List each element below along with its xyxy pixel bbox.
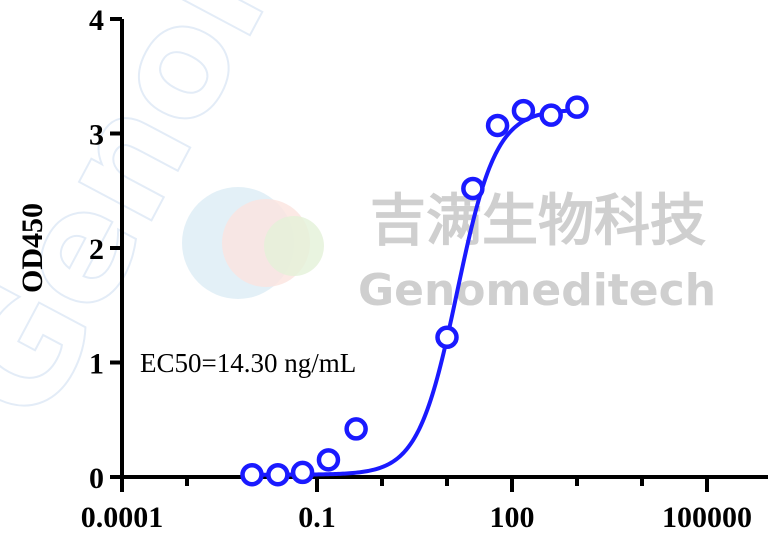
- y-tick-label: 0: [89, 462, 104, 495]
- x-tick-label: 100: [490, 501, 535, 533]
- data-point: [539, 103, 563, 127]
- y-tick-label: 1: [89, 348, 104, 381]
- y-tick-label: 2: [89, 233, 104, 266]
- y-tick-label: 4: [89, 4, 104, 37]
- watermark: Genomeditech 吉满生物科技 Genomeditech: [0, 0, 716, 448]
- data-point: [435, 325, 459, 350]
- x-tick-label: 100000: [662, 501, 752, 533]
- company-logo: [182, 187, 324, 299]
- data-point: [565, 95, 589, 119]
- y-axis-label: OD450: [16, 203, 49, 293]
- y-tick-label: 3: [89, 119, 104, 152]
- data-point: [290, 460, 315, 485]
- data-point: [461, 176, 485, 201]
- x-tick-label: 0.1: [298, 501, 336, 533]
- axes: 0 1 2 3 4 0.0001 0.1 100 100000: [81, 4, 768, 533]
- watermark-chinese-text: 吉满生物科技: [370, 189, 706, 254]
- x-tick-label: 0.0001: [81, 501, 164, 533]
- data-point: [485, 113, 510, 138]
- data-point: [316, 448, 341, 472]
- data-point: [240, 462, 264, 487]
- data-point: [344, 417, 368, 441]
- ec50-annotation: EC50=14.30 ng/mL: [140, 348, 356, 378]
- data-point: [511, 98, 536, 123]
- data-points: [240, 95, 589, 487]
- watermark-english-text: Genomeditech: [358, 265, 716, 316]
- data-point: [266, 462, 290, 487]
